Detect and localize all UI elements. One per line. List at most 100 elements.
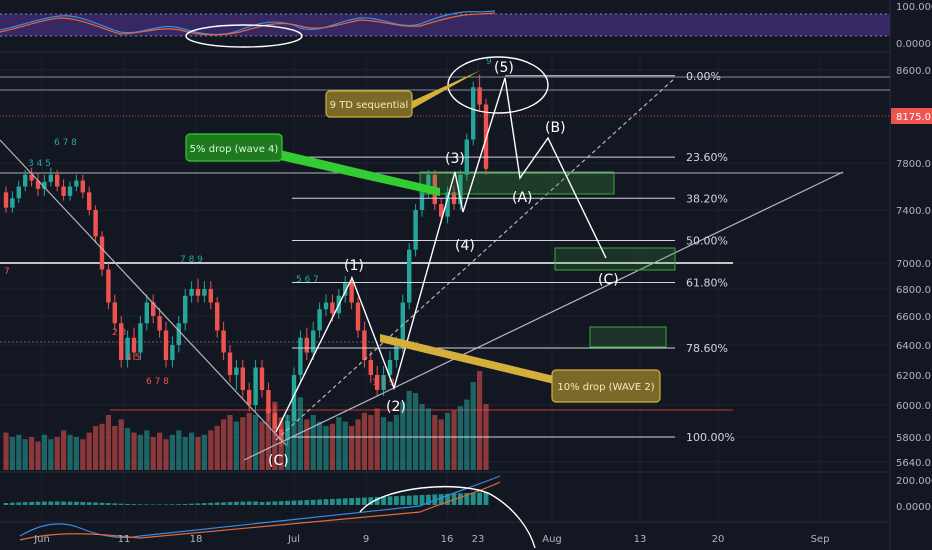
downtrend-line — [0, 139, 287, 446]
candle-body — [125, 337, 130, 360]
macd-histogram-bar — [221, 502, 226, 505]
candle-body — [285, 421, 290, 441]
volume-bar — [131, 432, 137, 470]
volume-bar — [144, 430, 150, 470]
volume-bar — [246, 412, 252, 470]
volume-bar — [227, 415, 233, 470]
macd-histogram-bar — [381, 496, 386, 505]
macd-histogram-bar — [362, 497, 367, 505]
candle-body — [240, 367, 245, 390]
macd-histogram-bar — [349, 498, 354, 505]
wave-label-1: (1) — [344, 258, 364, 274]
candle-body — [55, 174, 60, 187]
volume-bar — [16, 434, 22, 470]
price-tick-label: 6200.0 — [896, 371, 931, 382]
callouts: 9 TD sequential 5% drop (wave 4) 10% dro… — [185, 70, 661, 403]
volume-bar — [29, 437, 35, 470]
macd-histogram-bar — [470, 492, 476, 505]
wave-label-b: (B) — [545, 120, 566, 136]
volume-bar — [182, 437, 188, 470]
volume-bar — [221, 419, 227, 470]
volume-bar — [361, 412, 367, 470]
macd-histogram-bar — [323, 499, 329, 505]
macd-histogram-bar — [298, 500, 303, 505]
volume-bar — [329, 423, 335, 470]
time-tick-label: 18 — [190, 534, 203, 545]
candle-body — [170, 345, 175, 360]
time-tick-label: Sep — [811, 534, 830, 545]
volume-bar — [438, 419, 444, 470]
macd-highlight-curve — [359, 486, 536, 549]
wave2-callout-pointer — [380, 334, 554, 384]
volume-bar — [368, 415, 374, 470]
candle-body — [48, 174, 53, 182]
candle-body — [375, 375, 380, 390]
macd-histogram-bar — [259, 502, 265, 505]
candle-body — [227, 352, 233, 375]
fib-level-label: 61.80% — [686, 277, 728, 290]
macd-histogram-bar — [10, 502, 15, 505]
volume-bar — [374, 408, 380, 470]
time-tick-label: 13 — [634, 534, 647, 545]
price-tick-label: 6000.0 — [896, 401, 931, 412]
volume-bar — [67, 434, 73, 470]
volume-bar — [477, 371, 483, 470]
volume-bar — [253, 415, 259, 470]
macd-histogram-bar — [48, 501, 54, 505]
candle-body — [93, 210, 98, 237]
macd-histogram-bar — [368, 497, 374, 505]
volume-bars — [3, 371, 489, 470]
candle-body — [99, 236, 105, 270]
candle-body — [362, 330, 367, 360]
candle-body — [61, 186, 66, 196]
td-count: 6 7 8 — [146, 377, 169, 387]
target-zone-c — [554, 247, 676, 271]
macd-histogram-bar — [291, 500, 297, 505]
oscillator-band — [0, 14, 890, 36]
oscillator-tick-label: 100.0000 — [896, 2, 932, 13]
price-axis: 8600.08200.07800.07400.07000.06800.06600… — [891, 66, 932, 469]
candle-body — [189, 289, 194, 296]
wave4-callout-box — [185, 133, 283, 162]
volume-bar — [9, 437, 15, 470]
volume-bar — [233, 421, 239, 470]
candle-body — [23, 174, 28, 187]
candle-body — [138, 323, 143, 353]
candle-body — [247, 390, 252, 405]
wave2-callout-box — [551, 369, 661, 403]
volume-bar — [99, 423, 105, 470]
volume-bar — [457, 406, 463, 470]
volume-bar — [137, 434, 143, 470]
uptrend-line — [243, 171, 844, 461]
macd-histogram-bar — [74, 501, 79, 505]
candle-body — [291, 375, 297, 421]
candle-body — [42, 181, 47, 189]
macd-histogram-bar — [310, 499, 316, 505]
wave-label-c-projected: (C) — [598, 272, 619, 288]
volume-bar — [355, 419, 361, 470]
volume-bar — [413, 393, 419, 470]
volume-bar — [54, 437, 60, 470]
macd-histogram-bar — [189, 503, 194, 505]
candle-body — [381, 375, 386, 390]
wave-label-c: (C) — [268, 453, 289, 469]
macd-histogram-bar — [246, 501, 252, 505]
candle-body — [413, 210, 418, 250]
macd-tick-label: 0.0000 — [896, 502, 931, 513]
fib-level-label: 23.60% — [686, 151, 728, 164]
macd-histogram-bar — [35, 501, 41, 505]
volume-bar — [125, 428, 131, 470]
macd-histogram-bar — [125, 503, 130, 505]
fib-level-label: 50.00% — [686, 234, 728, 247]
wave-path — [275, 77, 607, 433]
candle-body — [87, 192, 92, 210]
macd-histogram-bar — [93, 502, 98, 505]
candle-body — [202, 289, 207, 296]
macd-histogram-bar — [406, 495, 412, 505]
price-tick-label: 5640.0 — [896, 458, 931, 469]
macd-histogram-bar — [464, 493, 470, 505]
price-tick-label: 7400.0 — [896, 206, 931, 217]
candle-body — [349, 282, 354, 303]
td-count: 4 5 — [126, 353, 140, 363]
